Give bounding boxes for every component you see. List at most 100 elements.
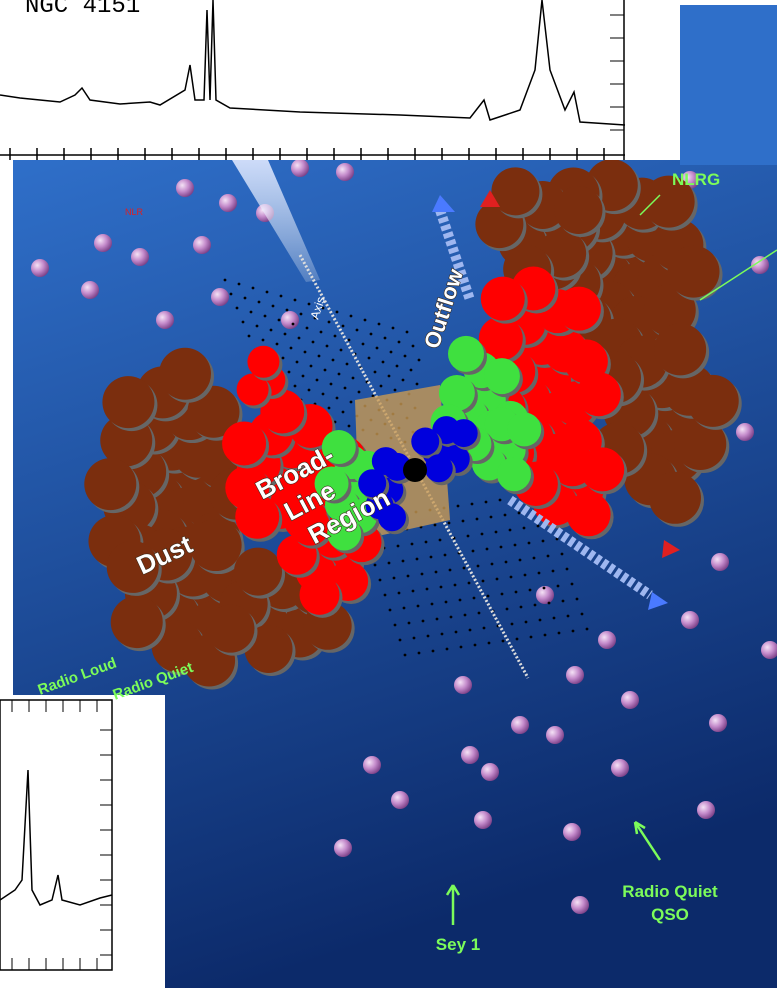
dot bbox=[404, 654, 407, 657]
dot bbox=[553, 617, 556, 620]
dot bbox=[491, 563, 494, 566]
dot bbox=[334, 335, 337, 338]
dot bbox=[490, 516, 493, 519]
dot bbox=[292, 323, 295, 326]
dot bbox=[340, 349, 343, 352]
cloud bbox=[235, 495, 279, 539]
dot bbox=[298, 337, 301, 340]
dot bbox=[432, 650, 435, 653]
dot bbox=[392, 327, 395, 330]
dot bbox=[539, 619, 542, 622]
sphere bbox=[736, 423, 754, 441]
dot bbox=[515, 591, 518, 594]
dot bbox=[402, 379, 405, 382]
dot bbox=[572, 630, 575, 633]
dot bbox=[542, 540, 545, 543]
dot bbox=[308, 389, 311, 392]
dot bbox=[561, 553, 564, 556]
cloud bbox=[190, 519, 242, 571]
dot bbox=[412, 345, 415, 348]
dot bbox=[272, 305, 275, 308]
cloud bbox=[111, 596, 163, 648]
cloud bbox=[247, 346, 279, 378]
dot bbox=[449, 569, 452, 572]
dot bbox=[506, 608, 509, 611]
dot bbox=[336, 397, 339, 400]
cloud bbox=[491, 167, 539, 215]
sphere bbox=[563, 823, 581, 841]
cloud bbox=[234, 548, 282, 596]
dot bbox=[350, 315, 353, 318]
dot bbox=[530, 636, 533, 639]
dot bbox=[244, 297, 247, 300]
dot bbox=[348, 339, 351, 342]
sphere bbox=[546, 726, 564, 744]
cloud bbox=[448, 336, 484, 372]
dot bbox=[422, 620, 425, 623]
dot bbox=[302, 375, 305, 378]
dot bbox=[485, 501, 488, 504]
dot bbox=[352, 377, 355, 380]
dot bbox=[471, 503, 474, 506]
dot bbox=[404, 355, 407, 358]
sphere bbox=[566, 666, 584, 684]
dot bbox=[430, 556, 433, 559]
dot bbox=[230, 293, 233, 296]
sphere bbox=[391, 791, 409, 809]
dot bbox=[288, 371, 291, 374]
cloud bbox=[557, 287, 601, 331]
dot bbox=[397, 545, 400, 548]
dot bbox=[324, 369, 327, 372]
dot bbox=[537, 525, 540, 528]
dot bbox=[459, 599, 462, 602]
dot bbox=[262, 339, 265, 342]
cloud bbox=[554, 186, 602, 234]
cloud bbox=[654, 323, 706, 375]
dot bbox=[502, 640, 505, 643]
dot bbox=[558, 632, 561, 635]
dot bbox=[472, 550, 475, 553]
sphere bbox=[611, 759, 629, 777]
cloud bbox=[222, 421, 266, 465]
dot bbox=[290, 347, 293, 350]
dot bbox=[304, 351, 307, 354]
sphere bbox=[474, 811, 492, 829]
cloud bbox=[507, 412, 541, 446]
dot bbox=[370, 333, 373, 336]
dot bbox=[519, 559, 522, 562]
dot bbox=[308, 303, 311, 306]
dot bbox=[252, 287, 255, 290]
dot bbox=[356, 329, 359, 332]
dot bbox=[412, 590, 415, 593]
dot bbox=[403, 607, 406, 610]
label-qso: QSO bbox=[651, 905, 689, 924]
dot bbox=[276, 343, 279, 346]
dot bbox=[328, 407, 331, 410]
cloud bbox=[567, 492, 611, 536]
dot bbox=[280, 295, 283, 298]
label-sey1: Sey 1 bbox=[436, 935, 480, 954]
black-hole bbox=[403, 458, 427, 482]
cloud bbox=[481, 277, 525, 321]
dot bbox=[495, 531, 498, 534]
dot bbox=[444, 554, 447, 557]
dot bbox=[586, 628, 589, 631]
dot bbox=[318, 355, 321, 358]
sphere bbox=[131, 248, 149, 266]
dot bbox=[376, 347, 379, 350]
dot bbox=[382, 361, 385, 364]
dot bbox=[364, 319, 367, 322]
dot bbox=[358, 391, 361, 394]
dot bbox=[328, 321, 331, 324]
dot bbox=[380, 385, 383, 388]
dot bbox=[425, 541, 428, 544]
dot bbox=[516, 638, 519, 641]
dot bbox=[552, 570, 555, 573]
sphere bbox=[156, 311, 174, 329]
diagram: NGC 4151 NLRG NLR Axis Outflow Broad- Li… bbox=[0, 0, 777, 988]
dot bbox=[450, 616, 453, 619]
dot bbox=[510, 576, 513, 579]
dot bbox=[394, 624, 397, 627]
dot bbox=[390, 351, 393, 354]
dot bbox=[278, 319, 281, 322]
